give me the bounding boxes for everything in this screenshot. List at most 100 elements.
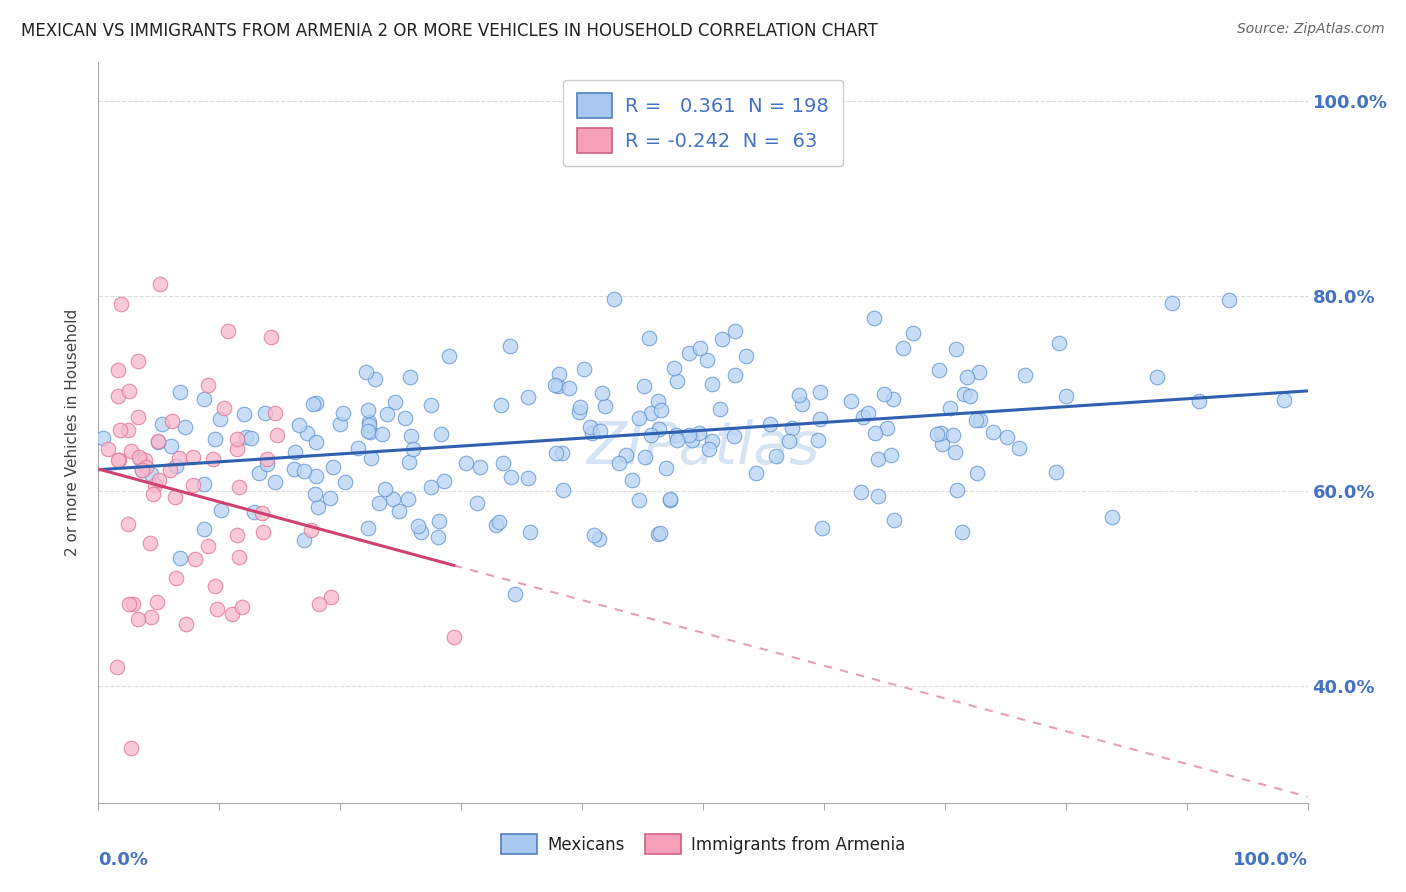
Point bbox=[681, 434, 703, 448]
Point bbox=[217, 325, 239, 339]
Point bbox=[304, 396, 326, 410]
Point bbox=[346, 441, 368, 455]
Point bbox=[807, 433, 830, 447]
Point bbox=[128, 450, 150, 464]
Point bbox=[214, 401, 236, 415]
Point bbox=[165, 571, 187, 585]
Point bbox=[139, 467, 162, 482]
Point bbox=[678, 346, 700, 360]
Point bbox=[882, 392, 904, 406]
Point bbox=[360, 451, 382, 466]
Point bbox=[163, 490, 186, 504]
Point bbox=[419, 398, 441, 412]
Point bbox=[498, 339, 520, 353]
Point bbox=[945, 342, 967, 356]
Point bbox=[135, 459, 157, 474]
Point bbox=[226, 528, 249, 542]
Point bbox=[110, 297, 132, 311]
Point bbox=[221, 607, 243, 621]
Point bbox=[253, 406, 276, 420]
Point bbox=[375, 408, 398, 422]
Point bbox=[928, 363, 950, 377]
Point bbox=[579, 420, 602, 434]
Point bbox=[551, 483, 574, 497]
Point bbox=[359, 415, 381, 429]
Point bbox=[398, 369, 420, 384]
Point bbox=[965, 413, 987, 427]
Point bbox=[127, 612, 149, 626]
Point bbox=[233, 407, 256, 421]
Point bbox=[873, 387, 896, 401]
Point bbox=[193, 523, 215, 537]
Point bbox=[146, 594, 169, 608]
Point bbox=[165, 459, 187, 474]
Point bbox=[943, 445, 966, 459]
Text: 100.0%: 100.0% bbox=[1233, 851, 1308, 869]
Point bbox=[1014, 368, 1036, 382]
Point bbox=[647, 393, 669, 408]
Point bbox=[264, 406, 287, 420]
Point bbox=[969, 413, 991, 427]
Point bbox=[381, 492, 404, 507]
Point bbox=[284, 445, 307, 459]
Point bbox=[758, 417, 780, 431]
Point bbox=[724, 368, 747, 383]
Point bbox=[427, 530, 450, 544]
Point bbox=[959, 389, 981, 403]
Point bbox=[548, 367, 571, 381]
Point bbox=[118, 597, 141, 611]
Point bbox=[118, 384, 141, 398]
Point bbox=[589, 424, 612, 438]
Point bbox=[868, 489, 890, 503]
Point bbox=[659, 493, 682, 508]
Point bbox=[443, 630, 465, 644]
Point bbox=[572, 361, 595, 376]
Point bbox=[765, 450, 787, 464]
Point bbox=[470, 460, 492, 475]
Point bbox=[863, 310, 886, 325]
Point bbox=[288, 417, 311, 432]
Point bbox=[1272, 393, 1295, 408]
Point bbox=[437, 349, 460, 363]
Point bbox=[409, 524, 432, 539]
Text: ZIPatlas: ZIPatlas bbox=[586, 419, 820, 476]
Point bbox=[433, 474, 456, 488]
Point bbox=[354, 365, 377, 379]
Point bbox=[614, 448, 637, 462]
Point bbox=[228, 549, 250, 564]
Point bbox=[394, 410, 416, 425]
Point bbox=[1045, 465, 1067, 479]
Point bbox=[396, 491, 419, 506]
Point bbox=[891, 342, 914, 356]
Point bbox=[995, 429, 1018, 443]
Point bbox=[852, 410, 875, 425]
Point bbox=[647, 527, 669, 541]
Point bbox=[295, 425, 318, 440]
Point bbox=[665, 427, 688, 442]
Point bbox=[808, 411, 831, 425]
Point bbox=[1146, 370, 1168, 384]
Point bbox=[240, 431, 263, 445]
Point bbox=[91, 431, 114, 445]
Point bbox=[640, 428, 662, 442]
Point bbox=[569, 400, 592, 414]
Point bbox=[744, 466, 766, 480]
Point bbox=[150, 417, 173, 432]
Point bbox=[787, 388, 810, 402]
Point bbox=[308, 597, 330, 611]
Point bbox=[1008, 442, 1031, 456]
Point bbox=[420, 479, 443, 493]
Point bbox=[593, 399, 616, 413]
Point bbox=[374, 482, 396, 496]
Point bbox=[1188, 393, 1211, 408]
Point bbox=[235, 430, 257, 444]
Point bbox=[568, 404, 591, 418]
Point bbox=[929, 425, 952, 440]
Point bbox=[139, 609, 162, 624]
Point bbox=[139, 536, 162, 550]
Point bbox=[131, 463, 153, 477]
Point bbox=[134, 452, 156, 467]
Point bbox=[122, 597, 145, 611]
Point bbox=[131, 463, 153, 477]
Point bbox=[225, 442, 247, 456]
